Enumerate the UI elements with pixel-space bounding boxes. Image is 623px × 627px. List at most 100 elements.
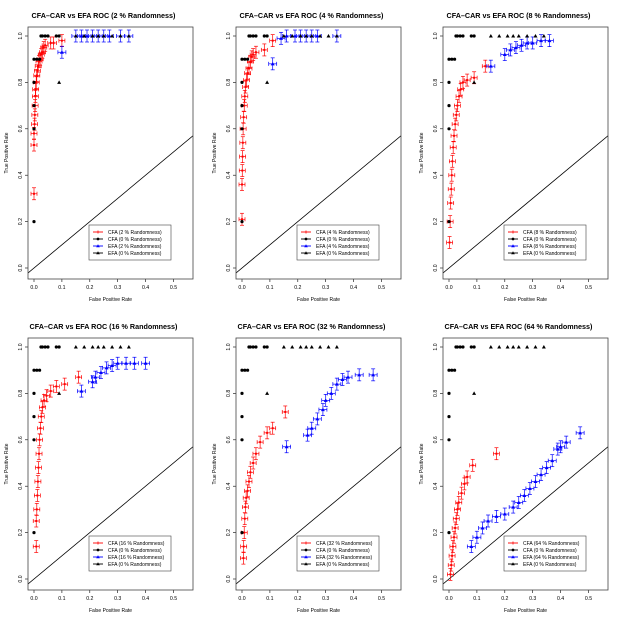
series-circle (32, 345, 61, 535)
series-triangle (472, 34, 546, 84)
series-triangle (265, 34, 339, 84)
x-tick-label: 0.3 (114, 285, 121, 291)
roc-plot: 0.0 0.1 0.2 0.3 0.4 0.5 0.0 0.2 0.4 0.6 0.8 1.0 Fals… (419, 337, 609, 614)
x-axis-label: False Positive Rate (504, 297, 547, 303)
x-tick-label: 0.4 (142, 596, 149, 602)
series-plus-errorbar (32, 370, 82, 553)
legend-entry: CFA (0 % Randomness) (108, 548, 162, 554)
plot-frame (235, 337, 402, 591)
legend-entry: CFA (0 % Randomness) (523, 237, 577, 243)
legend-entry: EFA (0 % Randomness) (108, 562, 162, 568)
y-tick-label: 0.2 (433, 218, 439, 225)
y-tick-label: 0.4 (226, 482, 232, 489)
y-tick-label: 0.6 (226, 125, 232, 132)
legend-entry: CFA (32 % Randomness) (316, 541, 373, 547)
x-tick-label: 0.1 (58, 285, 65, 291)
y-tick-label: 0.2 (18, 218, 24, 225)
series-triangle-errorbar (466, 426, 585, 553)
y-tick-label: 0.4 (433, 171, 439, 178)
x-tick-label: 0.0 (238, 596, 245, 602)
axes: 0.0 0.1 0.2 0.3 0.4 0.5 0.0 0.2 0.4 0.6 0.8 1.0 (433, 343, 592, 602)
roc-panel-32pct: CFA–CAR vs EFA ROC (32 % Randomness) 0.0… (208, 311, 415, 622)
x-tick-label: 0.2 (294, 285, 301, 291)
legend-entry: EFA (0 % Randomness) (108, 251, 162, 257)
x-tick-label: 0.4 (142, 285, 149, 291)
diagonal-line (28, 446, 193, 585)
y-axis-label: True Positive Rate (419, 443, 425, 484)
series-triangle-errorbar (268, 29, 342, 71)
y-tick-label: 1.0 (18, 343, 24, 350)
panel-title: CFA–CAR vs EFA ROC (32 % Randomness) (237, 322, 386, 331)
y-tick-label: 0.6 (226, 436, 232, 443)
y-tick-label: 0.0 (433, 264, 439, 271)
roc-panel-8pct: CFA–CAR vs EFA ROC (8 % Randomness) 0.0 0… (415, 0, 622, 311)
legend-entry: EFA (16 % Randomness) (108, 555, 164, 561)
legend-entry: CFA (8 % Randomness) (523, 230, 577, 236)
roc-plot: 0.0 0.1 0.2 0.3 0.4 0.5 0.0 0.2 0.4 0.6 0.8 1.0 Fals… (419, 26, 609, 303)
series-plus-errorbar (30, 34, 66, 201)
series-triangle-errorbar (282, 368, 378, 454)
series-plus-errorbar (238, 34, 277, 226)
y-tick-label: 0.6 (433, 436, 439, 443)
plot-frame (27, 337, 194, 591)
plot-frame (442, 337, 609, 591)
y-tick-label: 0.8 (433, 390, 439, 397)
y-tick-label: 0.6 (433, 125, 439, 132)
diagonal-line (236, 135, 401, 274)
y-tick-label: 0.2 (433, 529, 439, 536)
x-tick-label: 0.2 (86, 285, 93, 291)
series-circle (240, 34, 269, 224)
y-tick-label: 0.8 (226, 79, 232, 86)
y-tick-label: 0.6 (18, 125, 24, 132)
roc-panel-16pct: CFA–CAR vs EFA ROC (16 % Randomness) 0.0… (0, 311, 207, 622)
x-tick-label: 0.3 (529, 596, 536, 602)
x-tick-label: 0.3 (114, 596, 121, 602)
legend-entry: EFA (0 % Randomness) (316, 562, 370, 568)
x-tick-label: 0.0 (30, 596, 37, 602)
x-tick-label: 0.4 (350, 596, 357, 602)
y-tick-label: 0.6 (18, 436, 24, 443)
y-axis-label: True Positive Rate (212, 443, 218, 484)
roc-plot: 0.0 0.1 0.2 0.3 0.4 0.5 0.0 0.2 0.4 0.6 0.8 1.0 Fals… (212, 337, 402, 614)
panel-title: CFA–CAR vs EFA ROC (2 % Randomness) (31, 11, 176, 20)
x-tick-label: 0.3 (322, 285, 329, 291)
x-tick-label: 0.1 (266, 285, 273, 291)
y-tick-label: 0.4 (226, 171, 232, 178)
series-plus-errorbar (240, 405, 289, 565)
y-tick-label: 0.0 (226, 575, 232, 582)
x-tick-label: 0.0 (238, 285, 245, 291)
y-tick-label: 1.0 (18, 32, 24, 39)
x-tick-label: 0.2 (294, 596, 301, 602)
roc-plot: 0.0 0.1 0.2 0.3 0.4 0.5 0.0 0.2 0.4 0.6 0.8 1.0 Fals… (4, 337, 194, 614)
legend-entry: CFA (0 % Randomness) (108, 237, 162, 243)
diagonal-line (443, 446, 608, 585)
y-tick-label: 0.8 (18, 79, 24, 86)
y-axis-label: True Positive Rate (4, 132, 10, 173)
axes: 0.0 0.1 0.2 0.3 0.4 0.5 0.0 0.2 0.4 0.6 0.8 1.0 (226, 343, 385, 602)
legend-entry: CFA (0 % Randomness) (316, 548, 370, 554)
series-circle (32, 34, 61, 224)
x-tick-label: 0.4 (350, 285, 357, 291)
legend-entry: EFA (0 % Randomness) (523, 251, 577, 257)
axes: 0.0 0.1 0.2 0.3 0.4 0.5 0.0 0.2 0.4 0.6 0.8 1.0 (18, 343, 177, 602)
legend-entry: CFA (0 % Randomness) (316, 237, 370, 243)
x-tick-label: 0.2 (501, 285, 508, 291)
y-axis-label: True Positive Rate (4, 443, 10, 484)
y-tick-label: 1.0 (433, 343, 439, 350)
series-triangle-errorbar (57, 29, 134, 59)
series-triangle (57, 34, 131, 84)
plot-frame (442, 26, 609, 280)
roc-panel-2pct: CFA–CAR vs EFA ROC (2 % Randomness) 0.0 0… (0, 0, 207, 311)
series-circle (447, 34, 476, 224)
panel-title: CFA–CAR vs EFA ROC (8 % Randomness) (446, 11, 591, 20)
legend-entry: EFA (64 % Randomness) (523, 555, 579, 561)
legend: CFA (8 % Randomness)CFA (0 % Randomness)… (503, 224, 587, 261)
series-plus-errorbar (446, 59, 489, 249)
x-tick-label: 0.1 (58, 596, 65, 602)
y-tick-label: 1.0 (226, 32, 232, 39)
y-tick-label: 0.4 (18, 171, 24, 178)
x-tick-label: 0.5 (378, 285, 385, 291)
legend: CFA (32 % Randomness)CFA (0 % Randomness… (296, 535, 380, 572)
series-triangle (57, 345, 131, 395)
series-plus-errorbar (447, 447, 500, 581)
